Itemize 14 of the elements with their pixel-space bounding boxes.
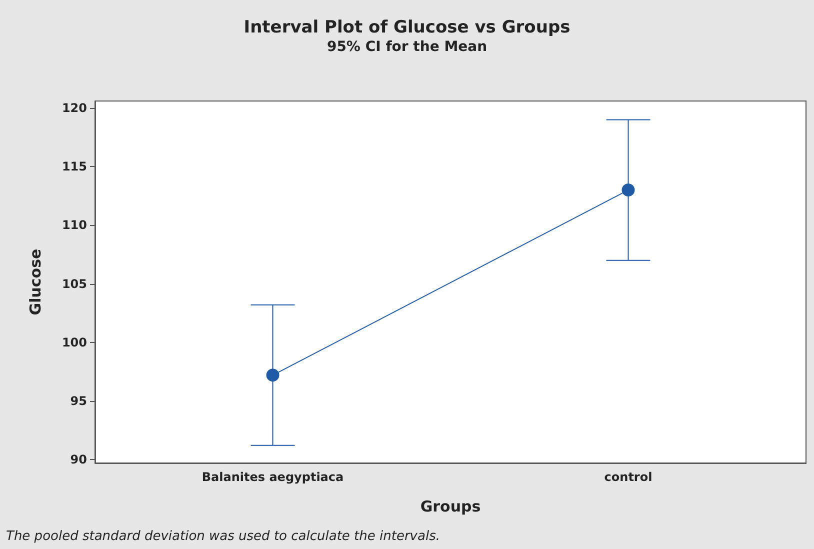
y-tick-label: 95 <box>70 394 87 408</box>
x-tick-label: control <box>604 470 652 484</box>
x-axis-title: Groups <box>420 498 481 516</box>
text: The pooled standard deviation was used to calculate the intervals. <box>6 529 440 544</box>
y-tick-label: 110 <box>62 218 87 232</box>
y-tick-label: 115 <box>62 160 87 174</box>
chart-title: Interval Plot of Glucose vs Groups <box>244 18 570 38</box>
y-tick-label: 120 <box>62 101 87 116</box>
y-axis-title: Glucose <box>26 248 44 316</box>
x-tick-label: Balanites aegyptiaca <box>202 470 344 484</box>
y-tick-label: 90 <box>70 452 87 466</box>
y-tick-label: 105 <box>62 276 87 291</box>
y-tick-label: 100 <box>62 335 87 350</box>
chart-subtitle: 95% CI for the Mean <box>326 39 488 55</box>
